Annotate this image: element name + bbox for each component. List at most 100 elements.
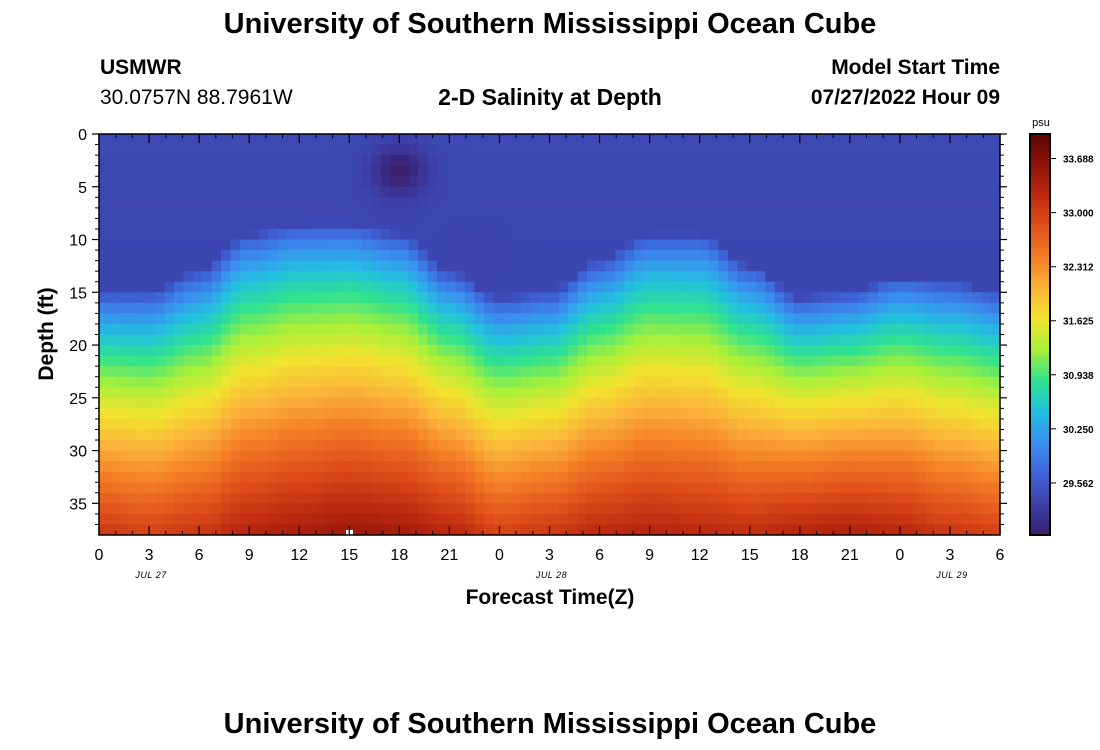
heatmap-cell	[99, 334, 109, 346]
heatmap-cell	[408, 355, 419, 367]
heatmap-cell	[709, 302, 720, 314]
heatmap-cell	[371, 450, 382, 462]
heatmap-cell	[802, 207, 813, 220]
heatmap-cell	[493, 513, 504, 526]
heatmap-cell	[455, 186, 466, 198]
heatmap-cell	[549, 323, 560, 336]
heatmap-cell	[577, 418, 588, 431]
heatmap-cell	[380, 376, 391, 388]
heatmap-cell	[230, 397, 241, 409]
heatmap-cell	[202, 176, 213, 188]
heatmap-cell	[859, 408, 870, 420]
heatmap-cell	[286, 165, 297, 177]
heatmap-cell	[774, 186, 785, 198]
heatmap-cell	[530, 513, 541, 526]
heatmap-cell	[596, 345, 607, 357]
heatmap-cell	[906, 397, 917, 409]
heatmap-cell	[934, 418, 945, 431]
heatmap-cell	[793, 366, 804, 378]
heatmap-cell	[117, 482, 128, 494]
heatmap-cell	[258, 313, 269, 325]
heatmap-cell	[962, 281, 973, 293]
heatmap-cell	[615, 218, 626, 230]
heatmap-cell	[699, 418, 710, 431]
heatmap-cell	[239, 228, 250, 241]
heatmap-cell	[577, 429, 588, 441]
heatmap-cell	[399, 418, 410, 431]
heatmap-cell	[502, 482, 513, 494]
heatmap-cell	[784, 471, 795, 483]
heatmap-cell	[755, 281, 766, 293]
heatmap-cell	[727, 155, 738, 167]
heatmap-cell	[896, 250, 907, 262]
heatmap-cell	[699, 207, 710, 220]
heatmap-cell	[192, 260, 203, 272]
heatmap-cell	[624, 250, 635, 262]
heatmap-cell	[380, 387, 391, 399]
heatmap-cell	[953, 313, 964, 325]
heatmap-cell	[343, 302, 354, 314]
heatmap-cell	[699, 408, 710, 420]
heatmap-cell	[239, 260, 250, 272]
heatmap-cell	[737, 165, 748, 177]
heatmap-cell	[943, 387, 954, 399]
heatmap-cell	[849, 228, 860, 241]
heatmap-cell	[774, 260, 785, 272]
heatmap-cell	[399, 450, 410, 462]
heatmap-cell	[971, 503, 982, 515]
heatmap-cell	[258, 281, 269, 293]
heatmap-cell	[868, 239, 879, 251]
heatmap-cell	[981, 503, 992, 515]
heatmap-cell	[408, 292, 419, 304]
heatmap-cell	[183, 408, 194, 420]
heatmap-cell	[840, 239, 851, 251]
heatmap-cell	[389, 334, 400, 346]
heatmap-cell	[953, 260, 964, 272]
heatmap-cell	[155, 482, 166, 494]
heatmap-cell	[483, 207, 494, 220]
heatmap-cell	[727, 176, 738, 188]
heatmap-cell	[840, 482, 851, 494]
heatmap-cell	[333, 387, 344, 399]
heatmap-cell	[192, 355, 203, 367]
heatmap-cell	[896, 271, 907, 283]
heatmap-cell	[164, 492, 175, 504]
heatmap-cell	[164, 429, 175, 441]
heatmap-cell	[530, 239, 541, 251]
heatmap-cell	[145, 165, 156, 177]
heatmap-cell	[108, 260, 119, 272]
heatmap-cell	[896, 387, 907, 399]
heatmap-cell	[286, 471, 297, 483]
heatmap-cell	[136, 345, 147, 357]
heatmap-cell	[755, 228, 766, 241]
heatmap-cell	[793, 503, 804, 515]
heatmap-cell	[821, 376, 832, 388]
heatmap-cell	[690, 155, 701, 167]
heatmap-cell	[953, 376, 964, 388]
heatmap-cell	[934, 207, 945, 220]
heatmap-cell	[802, 281, 813, 293]
heatmap-cell	[802, 165, 813, 177]
heatmap-cell	[296, 155, 307, 167]
heatmap-cell	[399, 186, 410, 198]
x-axis-title: Forecast Time(Z)	[466, 586, 635, 609]
heatmap-cell	[793, 165, 804, 177]
heatmap-cell	[587, 302, 598, 314]
heatmap-cell	[699, 345, 710, 357]
heatmap-cell	[906, 418, 917, 431]
heatmap-cell	[408, 144, 419, 156]
heatmap-cell	[924, 355, 935, 367]
heatmap-cell	[418, 524, 429, 535]
heatmap-cell	[427, 239, 438, 251]
heatmap-cell	[192, 345, 203, 357]
heatmap-cell	[953, 397, 964, 409]
x-tick-label: 15	[340, 547, 358, 564]
heatmap-cell	[427, 408, 438, 420]
heatmap-cell	[296, 471, 307, 483]
heatmap-cell	[99, 144, 109, 156]
heatmap-cell	[502, 313, 513, 325]
heatmap-cell	[887, 524, 898, 535]
heatmap-cell	[849, 503, 860, 515]
heatmap-cell	[267, 387, 278, 399]
heatmap-cell	[258, 355, 269, 367]
